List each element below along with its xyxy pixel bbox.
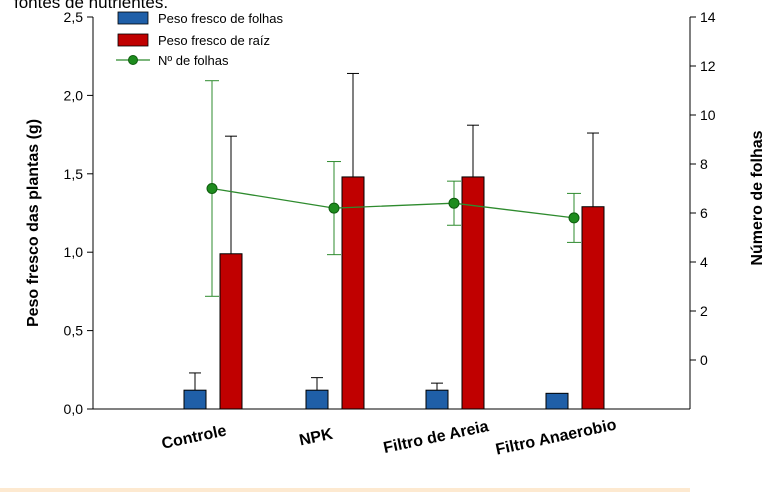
legend-label-root: Peso fresco de raíz xyxy=(158,33,270,48)
left-tick-label: 2,5 xyxy=(64,9,84,25)
left-tick-label: 1,0 xyxy=(64,244,84,260)
axes: 0,0 0,5 1,0 1,5 2,0 2,5 0 2 4 6 8 10 12 14 Peso fresco… xyxy=(25,9,764,459)
leaf-bar xyxy=(183,389,207,410)
root-bar xyxy=(341,176,365,410)
bottom-band xyxy=(0,488,690,492)
left-tick-label: 0,0 xyxy=(64,401,84,417)
leaves-count-line xyxy=(211,187,575,219)
root-bar xyxy=(581,206,605,410)
x-category-label: Filtro Anaerobio xyxy=(494,416,618,458)
chart-title-fragment: fontes de nutrientes. xyxy=(14,0,168,12)
x-category-label: Controle xyxy=(160,422,228,452)
leaves-point xyxy=(206,183,218,194)
x-category-label: Filtro de Areia xyxy=(382,418,490,457)
right-tick-label: 10 xyxy=(700,107,716,123)
root-bar xyxy=(219,253,243,410)
leaf-bar xyxy=(545,392,569,410)
root-bar xyxy=(461,176,485,410)
right-tick-label: 14 xyxy=(700,9,716,25)
legend-label-leaf: Peso fresco de folhas xyxy=(158,11,284,26)
right-tick-label: 8 xyxy=(700,156,708,172)
right-tick-label: 12 xyxy=(700,58,716,74)
leaf-bar xyxy=(305,389,329,410)
left-tick-label: 2,0 xyxy=(64,87,84,103)
legend: Peso fresco de folhas Peso fresco de raíz… xyxy=(116,11,284,68)
y-axis-title: Peso fresco das plantas (g) xyxy=(25,119,42,327)
legend-label-leaves: Nº de folhas xyxy=(158,53,229,68)
right-tick-label: 4 xyxy=(700,254,708,270)
right-tick-label: 0 xyxy=(700,352,708,368)
marks xyxy=(183,72,605,410)
right-tick-label: 2 xyxy=(700,303,708,319)
right-tick-label: 6 xyxy=(700,205,708,221)
x-category-label: NPK xyxy=(298,426,335,450)
leaves-point xyxy=(448,197,460,209)
leaves-point xyxy=(568,212,580,224)
y2-axis-title: Número de folhas xyxy=(749,130,764,265)
legend-swatch-root xyxy=(117,33,149,47)
legend-swatch-leaf xyxy=(117,11,149,25)
left-tick-label: 1,5 xyxy=(64,166,84,182)
legend-swatch-marker xyxy=(128,55,138,65)
left-tick-label: 0,5 xyxy=(64,323,84,339)
leaves-point xyxy=(328,202,340,214)
leaf-bar xyxy=(425,389,449,410)
